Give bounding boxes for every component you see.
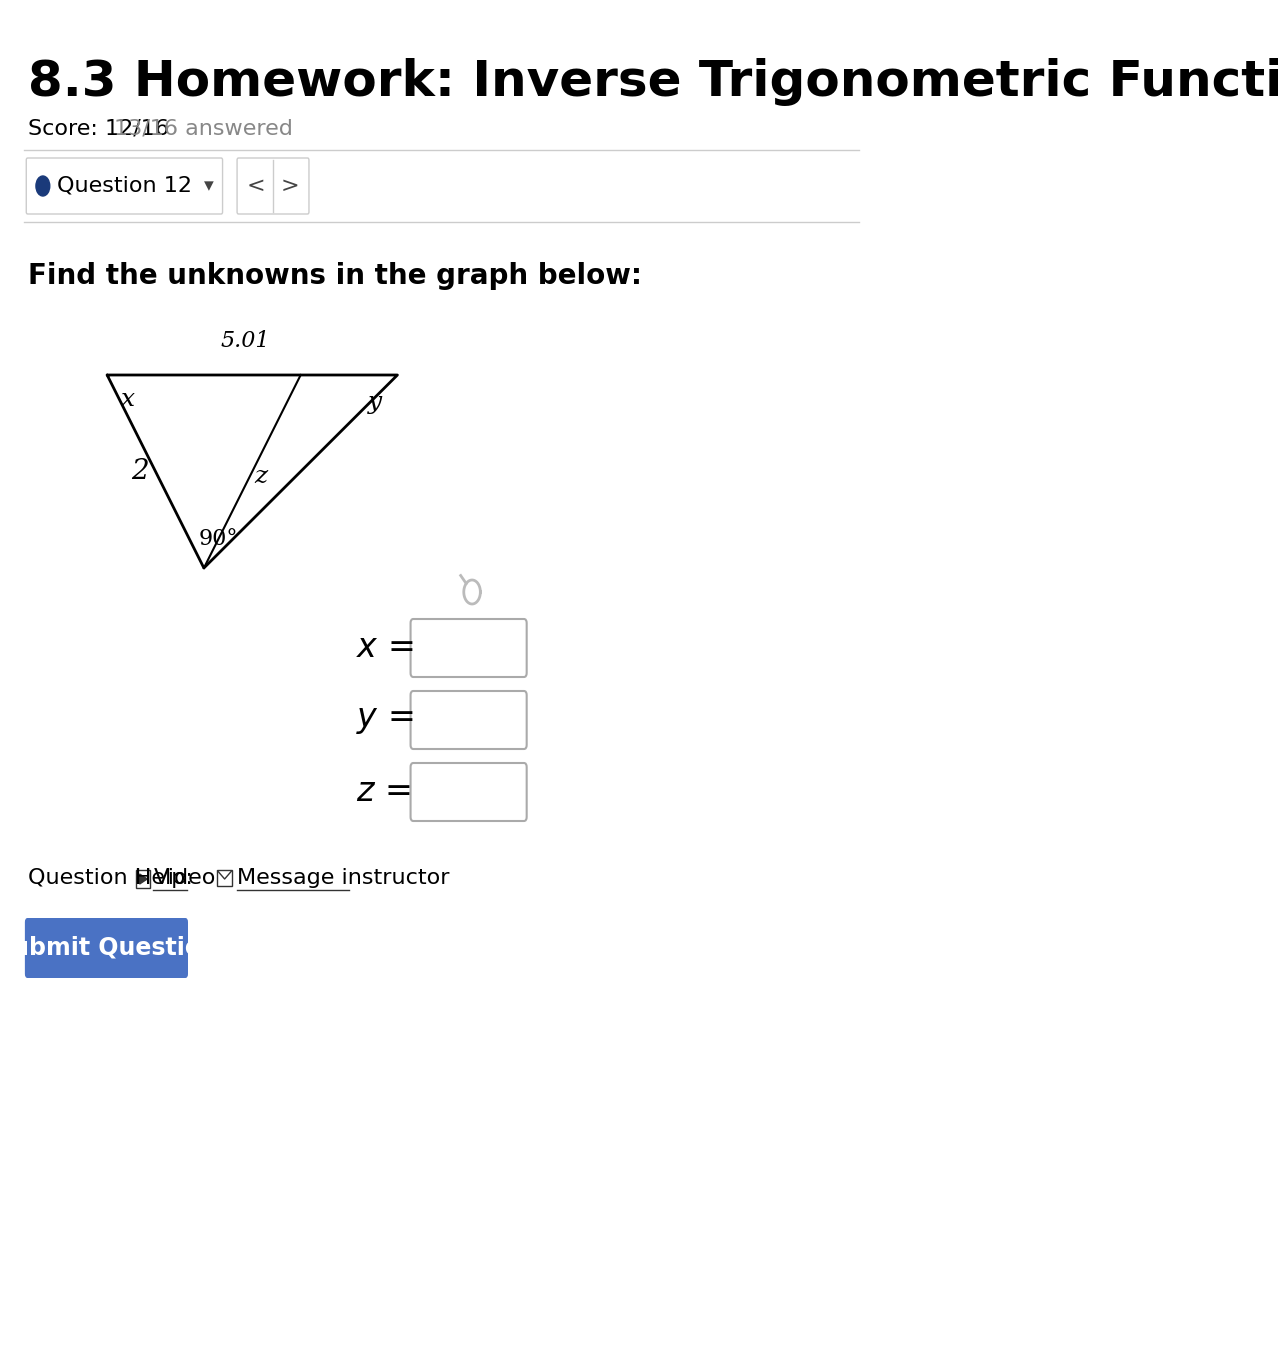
Text: <: < — [247, 176, 265, 196]
Text: $x$ =: $x$ = — [357, 631, 414, 664]
FancyBboxPatch shape — [137, 869, 150, 888]
Text: 13/16 answered: 13/16 answered — [114, 118, 293, 138]
Text: Score: 12/16: Score: 12/16 — [28, 118, 169, 138]
Text: $y$ =: $y$ = — [357, 704, 414, 735]
Text: Message instructor: Message instructor — [238, 868, 450, 888]
FancyBboxPatch shape — [410, 763, 527, 821]
FancyBboxPatch shape — [410, 619, 527, 677]
Text: Video: Video — [153, 868, 216, 888]
FancyBboxPatch shape — [217, 869, 233, 886]
FancyBboxPatch shape — [238, 158, 309, 214]
Text: 2: 2 — [132, 458, 150, 485]
Polygon shape — [139, 873, 147, 884]
Text: 5.01: 5.01 — [221, 330, 270, 352]
Text: z: z — [254, 465, 267, 488]
Text: $z$ =: $z$ = — [357, 776, 410, 808]
Text: ▾: ▾ — [204, 177, 213, 196]
Text: Question Help:: Question Help: — [28, 868, 193, 888]
FancyBboxPatch shape — [27, 158, 222, 214]
Circle shape — [36, 176, 50, 196]
FancyBboxPatch shape — [24, 918, 188, 977]
FancyBboxPatch shape — [410, 691, 527, 749]
Text: >: > — [281, 176, 299, 196]
Text: 8.3 Homework: Inverse Trigonometric Functions: 8.3 Homework: Inverse Trigonometric Func… — [28, 58, 1278, 105]
Text: Find the unknowns in the graph below:: Find the unknowns in the graph below: — [28, 262, 642, 289]
Text: y: y — [368, 392, 382, 415]
Text: x: x — [121, 388, 135, 411]
Text: Submit Question: Submit Question — [0, 936, 219, 960]
Text: Question 12: Question 12 — [56, 176, 192, 196]
Text: 90°: 90° — [198, 529, 238, 550]
